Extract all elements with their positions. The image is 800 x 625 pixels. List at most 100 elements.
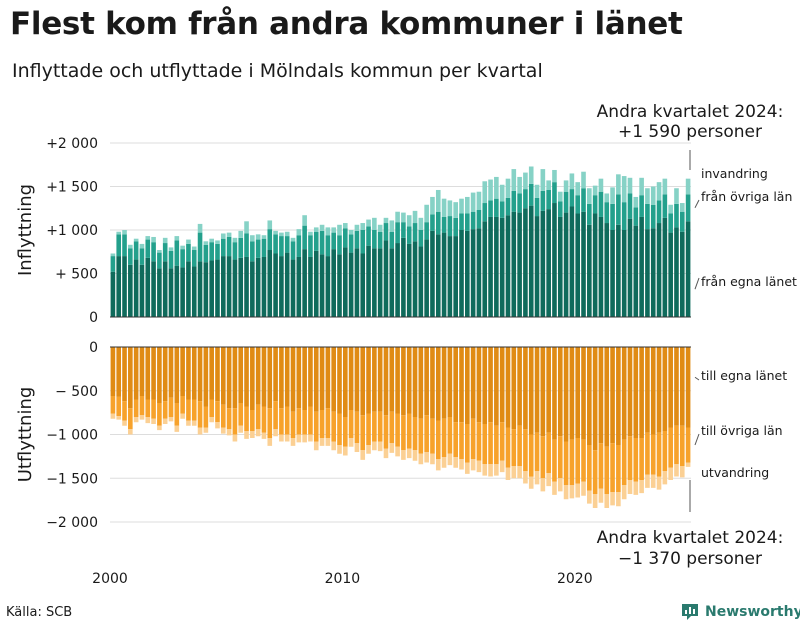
bar-in-2 <box>459 213 464 230</box>
bar-out-3 <box>337 445 342 454</box>
bar-out-1 <box>296 347 302 409</box>
bar-out-3 <box>238 425 244 433</box>
bar-in-3 <box>616 174 621 195</box>
bar-in-2 <box>598 191 604 217</box>
bar-in-3 <box>273 230 278 235</box>
bar-out-2 <box>261 406 267 433</box>
bar-out-3 <box>279 434 284 442</box>
bar-out-1 <box>488 347 493 423</box>
bar-out-3 <box>313 441 319 451</box>
bar-out-1 <box>499 347 505 423</box>
bar-out-3 <box>679 466 685 478</box>
bar-in-2 <box>470 211 476 230</box>
bar-out-1 <box>482 347 488 424</box>
bar-out-2 <box>523 429 528 472</box>
bar-in-3 <box>406 215 412 227</box>
bar-in-1 <box>447 236 453 317</box>
bar-out-1 <box>621 347 627 440</box>
bar-out-1 <box>395 347 400 414</box>
bar-in-2 <box>569 189 575 207</box>
bar-in-3 <box>215 240 220 244</box>
bar-in-3 <box>238 230 244 238</box>
bar-in-2 <box>389 231 395 249</box>
bar-out-1 <box>540 347 546 437</box>
bar-out-1 <box>168 347 174 398</box>
bar-in-3 <box>116 231 122 235</box>
bar-out-3 <box>372 441 377 451</box>
bar-out-1 <box>418 347 424 419</box>
bar-out-3 <box>569 485 575 499</box>
brand-logo[interactable]: Newsworthy <box>680 602 800 622</box>
bar-in-1 <box>488 216 493 317</box>
series-label-out-1: till egna länet <box>701 368 787 383</box>
bar-out-2 <box>685 427 691 463</box>
bar-out-1 <box>261 347 267 407</box>
bar-in-1 <box>401 237 406 317</box>
bar-in-1 <box>435 234 441 317</box>
bar-out-3 <box>128 429 133 435</box>
bar-out-2 <box>389 411 395 444</box>
bar-out-1 <box>616 347 621 445</box>
bar-out-3 <box>430 453 435 465</box>
bar-in-1 <box>598 216 604 317</box>
bar-in-2 <box>430 214 435 231</box>
bar-in-2 <box>261 238 267 257</box>
bar-out-3 <box>534 471 540 485</box>
bar-out-1 <box>110 347 116 396</box>
bar-in-1 <box>203 262 209 317</box>
bar-out-1 <box>534 347 540 433</box>
bar-in-1 <box>383 240 389 317</box>
bar-out-1 <box>674 347 679 426</box>
bar-out-1 <box>557 347 563 437</box>
bar-in-3 <box>430 196 435 215</box>
bar-out-3 <box>499 460 505 473</box>
bar-in-3 <box>494 176 499 199</box>
bar-out-3 <box>174 425 180 432</box>
bar-in-1 <box>430 230 435 317</box>
series-label-out-3: utvandring <box>701 465 769 480</box>
bar-out-3 <box>168 417 174 422</box>
bar-in-2 <box>581 188 586 212</box>
bar-out-1 <box>494 347 499 426</box>
bar-in-2 <box>476 209 482 229</box>
bar-in-1 <box>145 257 151 317</box>
bar-in-1 <box>505 215 511 317</box>
bar-in-2 <box>226 236 232 257</box>
bar-out-3 <box>581 481 586 496</box>
bar-in-2 <box>685 194 691 222</box>
bar-out-1 <box>191 347 197 400</box>
leader-line-out-1 <box>694 376 700 381</box>
bar-out-2 <box>679 425 685 466</box>
bar-in-2 <box>186 243 191 262</box>
bar-out-2 <box>488 422 493 465</box>
bar-out-3 <box>331 441 336 451</box>
bar-in-3 <box>424 204 429 223</box>
bar-in-3 <box>482 181 488 204</box>
bar-in-1 <box>587 224 592 317</box>
bar-in-1 <box>656 223 662 317</box>
bar-out-1 <box>650 347 656 435</box>
bar-in-3 <box>604 193 610 203</box>
bar-out-3 <box>354 443 360 452</box>
bar-out-2 <box>395 413 400 447</box>
bar-in-2 <box>465 213 470 231</box>
chart-subtitle: Inflyttade och utflyttade i Mölndals kom… <box>12 60 543 82</box>
bar-in-1 <box>494 216 499 317</box>
bar-out-3 <box>389 443 395 453</box>
bar-in-1 <box>337 254 342 317</box>
bar-out-2 <box>540 436 546 479</box>
bars <box>110 166 691 508</box>
bar-out-1 <box>186 347 191 400</box>
bar-in-3 <box>197 223 203 233</box>
bar-in-2 <box>494 198 499 217</box>
bar-in-3 <box>337 224 342 236</box>
bar-in-1 <box>168 268 174 317</box>
bar-out-3 <box>563 485 569 500</box>
bar-in-2 <box>110 256 116 272</box>
bar-in-2 <box>563 191 569 213</box>
bar-out-1 <box>435 347 441 421</box>
bar-out-2 <box>151 399 156 419</box>
bar-out-3 <box>377 441 383 452</box>
bar-in-2 <box>203 244 209 263</box>
